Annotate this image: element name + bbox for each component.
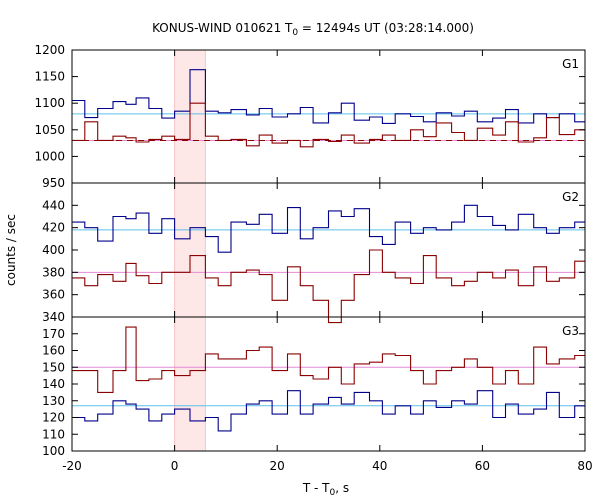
x-tick-label: 0: [171, 459, 179, 473]
chart-title: KONUS-WIND 010621 T0 = 12494s UT (03:28:…: [152, 21, 474, 38]
x-tick-label: 40: [372, 459, 387, 473]
g1-ytick-label: 1000: [34, 149, 65, 163]
g3-ytick-label: 160: [42, 344, 65, 358]
g2-frame: [71, 182, 586, 318]
x-tick-label: 20: [270, 459, 285, 473]
g3-ytick-label: 110: [42, 427, 65, 441]
g1-panel-label: G1: [562, 57, 579, 71]
g3-series-red: [72, 326, 585, 393]
x-tick-label: 60: [475, 459, 490, 473]
g3-ytick-label: 150: [42, 360, 65, 374]
x-axis-label: T - T0, s: [302, 481, 349, 498]
g2-series-red: [72, 249, 585, 324]
g1-series-blue: [72, 69, 585, 124]
g3-ytick-label: 170: [42, 327, 65, 341]
g2-ytick-label: 380: [42, 265, 65, 279]
g3-ytick-label: 120: [42, 411, 65, 425]
y-axis-label: counts / sec: [4, 214, 18, 286]
g1-series-red: [72, 102, 585, 148]
g3-ytick-label: 140: [42, 377, 65, 391]
g1-ytick-label: 1200: [34, 43, 65, 57]
x-tick-label: 80: [577, 459, 592, 473]
g2-ytick-label: 340: [42, 310, 65, 324]
g3-ytick-label: 130: [42, 394, 65, 408]
g2-ytick-label: 420: [42, 221, 65, 235]
g1-ytick-label: 1150: [34, 70, 65, 84]
g3-ytick-label: 100: [42, 444, 65, 458]
plot-area: 95010001050110011501200G1340360380400420…: [34, 43, 592, 473]
g3-series-blue: [72, 390, 585, 432]
g3-frame: [71, 316, 586, 452]
g1-ytick-label: 950: [42, 176, 65, 190]
x-tick-label: -20: [62, 459, 82, 473]
g1-ytick-label: 1050: [34, 123, 65, 137]
g2-series-blue: [72, 204, 585, 253]
g2-ytick-label: 400: [42, 243, 65, 257]
g2-ytick-label: 360: [42, 288, 65, 302]
g3-panel-label: G3: [562, 324, 579, 338]
g1-ytick-label: 1100: [34, 96, 65, 110]
g2-ytick-label: 440: [42, 198, 65, 212]
g2-panel-label: G2: [562, 190, 579, 204]
